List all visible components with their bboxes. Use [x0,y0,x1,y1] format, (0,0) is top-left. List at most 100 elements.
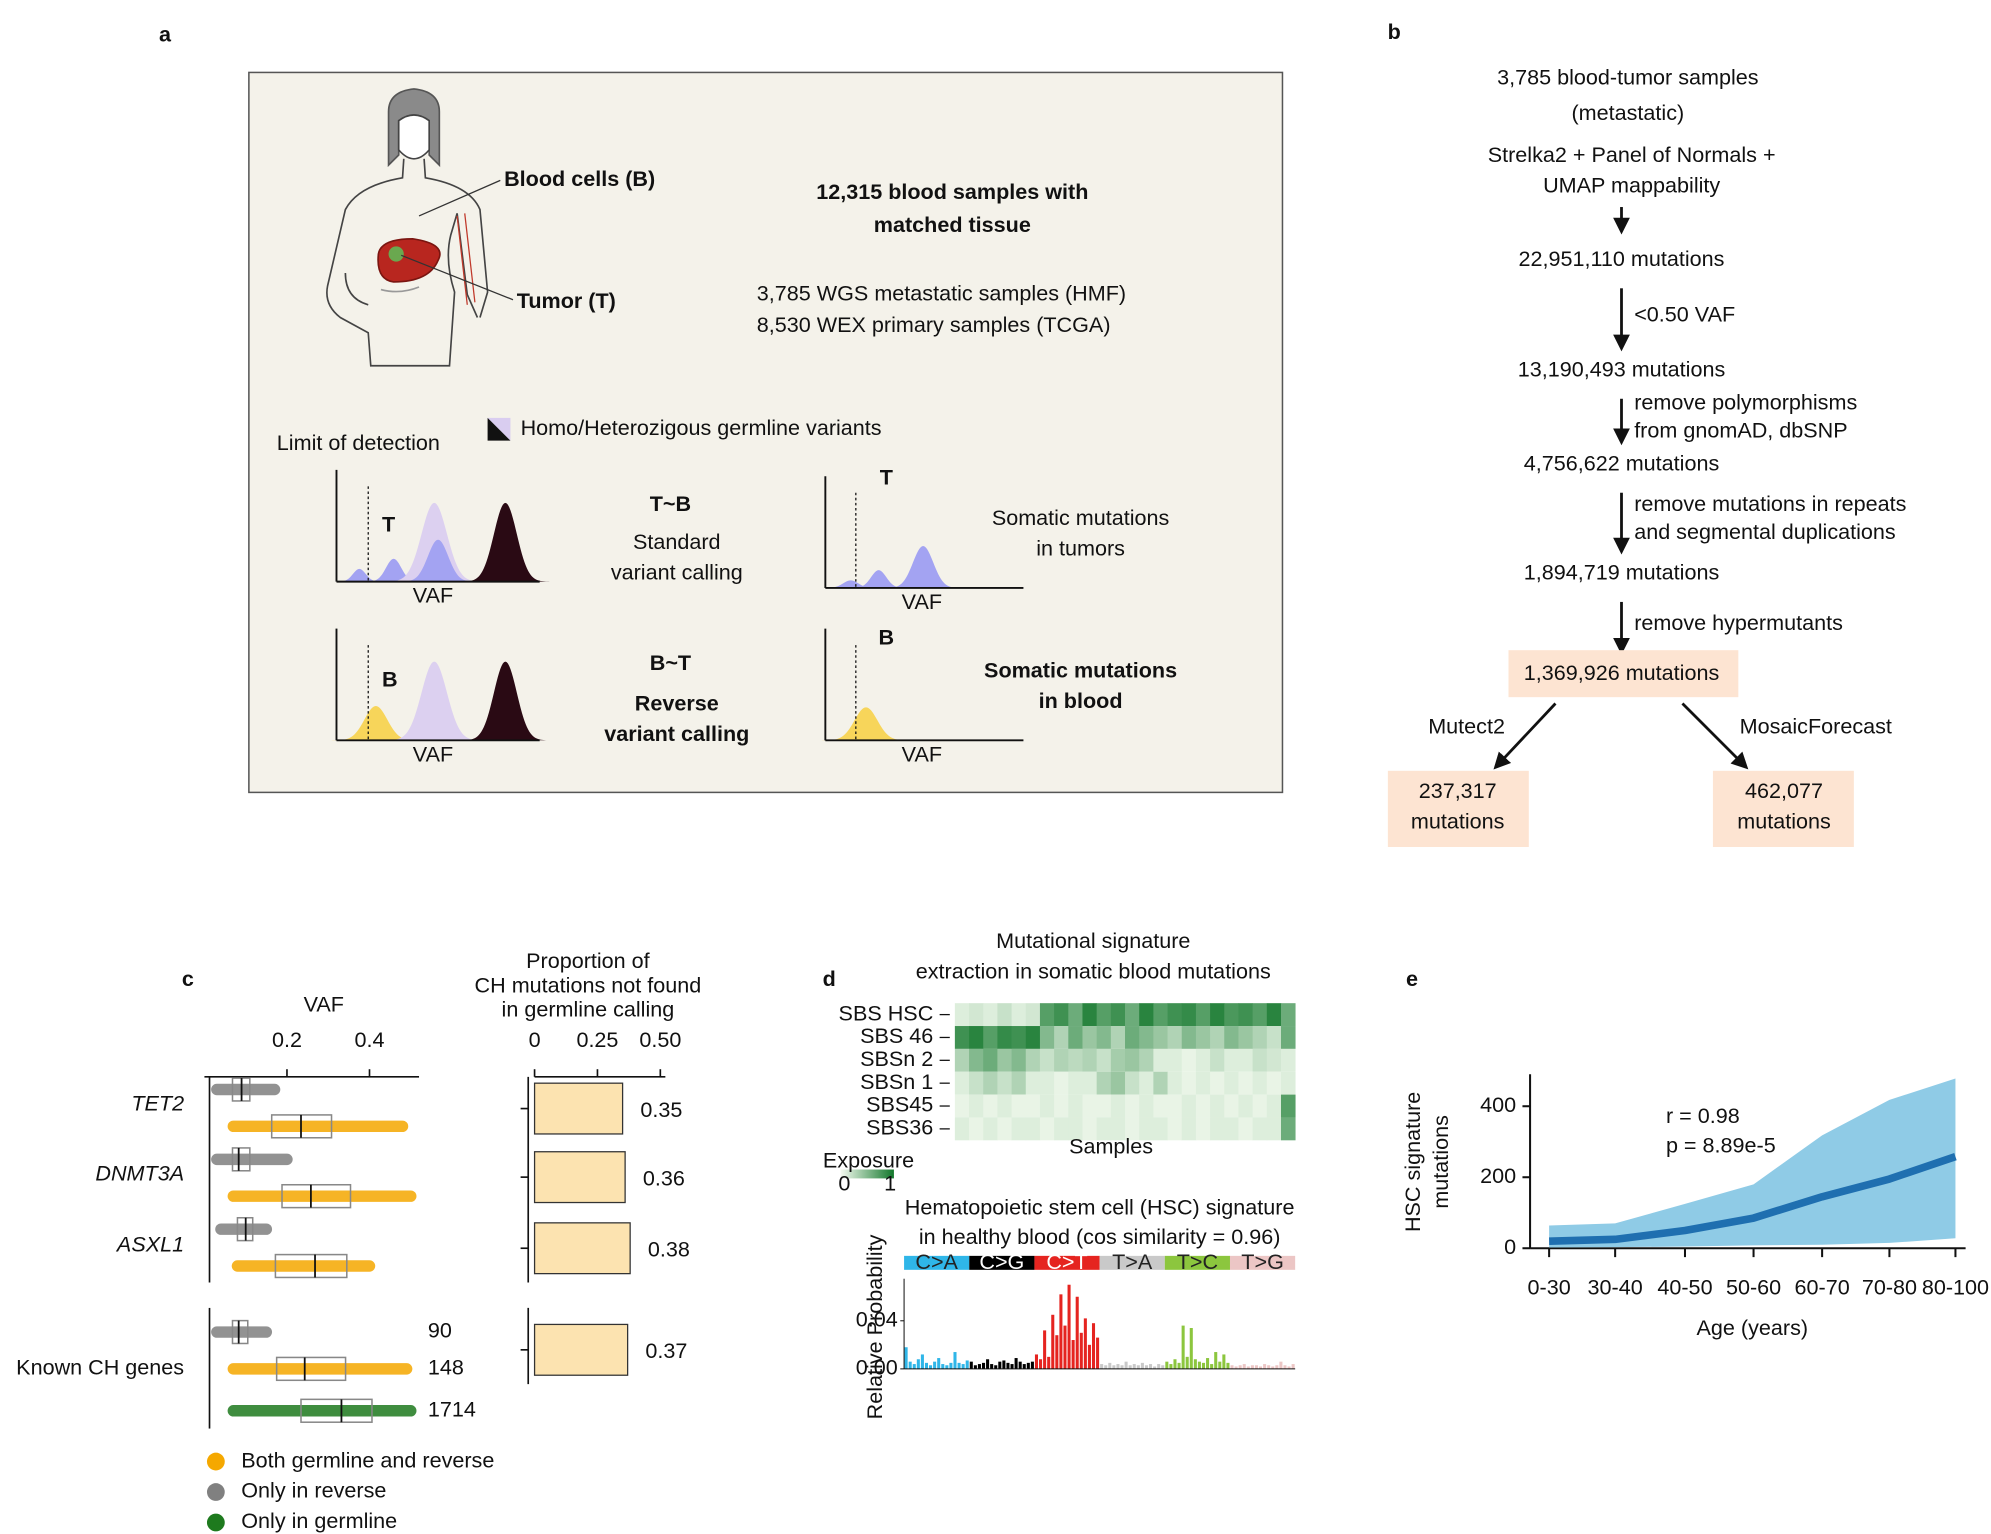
panel-letter: b [1388,19,1401,44]
heatmap-cell [997,1048,1012,1072]
vaf-peak [363,558,425,582]
signature-bar [1075,1296,1079,1369]
plot-xlabel: VAF [413,583,453,608]
x-tick-label: 0.25 [576,1027,618,1052]
legend-dot [206,1452,225,1471]
signature-bar [1030,1361,1034,1369]
signature-bar [1234,1366,1238,1369]
method-name: B~T [650,650,691,675]
heatmap-cell [1139,1003,1154,1027]
heatmap-cell [1139,1026,1154,1049]
signature-bar [1291,1364,1295,1369]
heatmap-cell [1068,1048,1083,1072]
panel-letter: a [159,21,172,46]
signature-bar [1250,1365,1254,1369]
heatmap-cell [983,1026,998,1049]
signature-bar [1022,1364,1026,1369]
method-desc: Standard [633,529,721,554]
vaf-peak [330,706,422,741]
heatmap-cell [1039,1048,1055,1072]
heatmap-cell [1110,1094,1126,1118]
method-desc: variant calling [604,721,749,746]
x-tick-label: 70-80 [1862,1275,1917,1300]
signature-bar [957,1362,961,1369]
panel-letter: e [1406,966,1418,991]
x-tick-label: 40-50 [1657,1275,1712,1300]
signature-bar [1173,1359,1177,1369]
signature-bar [933,1361,937,1369]
flow-title: 3,785 blood-tumor samples [1497,64,1759,89]
signature-bar [1197,1361,1201,1369]
row-label: SBS45 [866,1092,933,1117]
category-label: Known CH genes [16,1355,184,1380]
heatmap-cell [1039,1117,1055,1141]
heatmap-cell [1125,1026,1140,1049]
signature-bar [908,1361,912,1369]
signature-bar [904,1347,908,1369]
signature-bar [1059,1294,1063,1369]
heatmap-cell [1139,1071,1154,1095]
y-tick-label: 0.04 [856,1306,898,1331]
signature-bar [994,1365,998,1369]
headline: matched tissue [874,212,1031,237]
signature-bar [1165,1361,1169,1369]
signature-bar [1112,1365,1116,1369]
vaf-peak [459,661,552,741]
heatmap-cell [1153,1117,1168,1141]
heatmap-cell [1181,1117,1197,1141]
signature-bar [1128,1365,1132,1369]
heatmap-cell [969,1094,984,1118]
signature-bar [924,1362,929,1369]
class-label: T>C [1177,1249,1218,1274]
heatmap-cell [997,1026,1012,1049]
heatmap-cell [1238,1094,1254,1118]
heatmap-cell [1068,1026,1083,1049]
heatmap-cell [983,1003,998,1027]
legend-label: Only in reverse [241,1478,386,1503]
heatmap-cell [1082,1026,1098,1049]
signature-bar [1238,1365,1242,1369]
heatmap-cell [1125,1117,1140,1141]
signature-bar [1222,1354,1226,1369]
signature-bar [1018,1361,1022,1369]
y-tick-label: 400 [1480,1092,1516,1117]
trend-line [1549,1153,1957,1245]
heatmap-cell [1125,1003,1140,1027]
flow-title: (metastatic) [1571,100,1684,125]
heatmap-cell [1252,1026,1268,1049]
signature-bar [1051,1314,1055,1369]
heatmap-cell [1224,1026,1239,1049]
colorbar [840,1169,894,1179]
heatmap-cell [997,1003,1012,1027]
signature-bar [1214,1352,1218,1369]
heatmap-cell [1025,1048,1041,1072]
arrow [1681,702,1749,770]
branch-result: mutations [1737,809,1831,834]
signature-bar [961,1364,965,1369]
vaf-peak [848,570,910,588]
vaf-peak [333,568,385,582]
plot-letter: B [382,666,398,691]
heatmap-cell [1096,1048,1112,1072]
heatmap-cell [1195,1026,1211,1049]
bar [533,1082,624,1135]
heatmap-cell [1224,1048,1239,1072]
mutation-count: 13,190,493 mutations [1518,357,1726,382]
signature-bar [1132,1364,1136,1369]
signature-bar [1275,1365,1279,1369]
heatmap-cell [1011,1026,1027,1049]
signature-bar [973,1365,977,1369]
colorbar-tick: 0 [838,1170,850,1195]
cohort: 8,530 WEX primary samples (TCGA) [757,312,1111,337]
signature-bar [1169,1364,1173,1369]
signature-bar [1140,1362,1144,1369]
x-tick-label: 50-60 [1726,1275,1781,1300]
signature-bar [1149,1364,1153,1369]
bar [533,1323,629,1376]
heatmap-cell [997,1071,1012,1095]
heatmap-cell [1266,1094,1282,1118]
class-strip [969,1255,1035,1270]
signature-bar [1210,1364,1214,1369]
heatmap-cell [1280,1071,1296,1095]
heatmap-cell [983,1048,998,1072]
